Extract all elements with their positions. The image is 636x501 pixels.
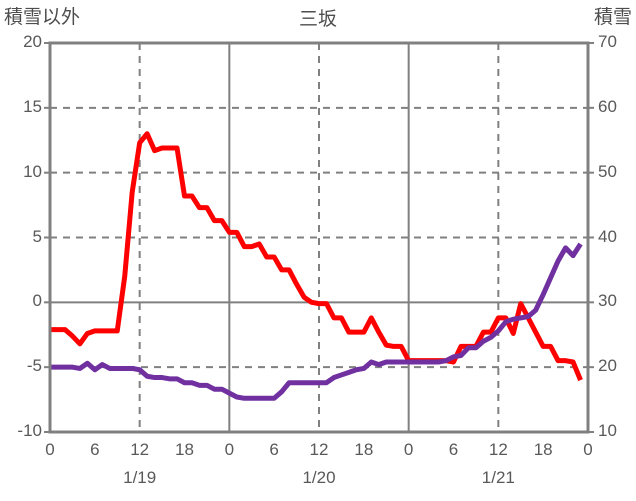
x-axis-tick: 18 [533, 440, 553, 459]
y-axis-left-tick: 15 [23, 96, 42, 116]
chart-title: 三坂 [298, 9, 337, 30]
x-axis-day-label: 1/19 [123, 468, 157, 487]
axis-frame [44, 41, 594, 434]
x-axis-tick: 12 [130, 440, 150, 459]
x-axis-tick: 0 [583, 440, 593, 459]
y-axis-left-tick: 5 [32, 226, 42, 246]
x-axis-tick: 18 [354, 440, 374, 459]
y-axis-right-tick: 40 [598, 226, 617, 246]
y-axis-right-tick: 30 [598, 291, 617, 311]
x-axis-tick: 12 [309, 440, 329, 459]
x-axis-day-label: 1/20 [302, 468, 336, 487]
x-axis-tick: 6 [269, 440, 279, 459]
x-axis-tick: 0 [45, 440, 55, 459]
gridlines [50, 43, 588, 432]
x-axis-tick: 0 [224, 440, 235, 459]
right-axis-title: 積雪 [593, 7, 632, 28]
x-axis-tick: 6 [90, 440, 100, 459]
y-axis-right-tick: 60 [598, 96, 617, 116]
series-lines [50, 131, 583, 401]
x-axis-day-label: 1/21 [481, 468, 515, 487]
x-axis-tick: 12 [488, 440, 508, 459]
y-axis-right-tick: 20 [598, 356, 617, 376]
y-axis-right-tick: 70 [598, 32, 617, 51]
y-axis-right-tick: 10 [598, 421, 617, 440]
x-axis-tick: 0 [403, 440, 414, 459]
y-axis-left-tick: -5 [26, 356, 42, 376]
y-axis-right-tick: 50 [598, 161, 617, 181]
y-axis-left-tick: 10 [23, 161, 42, 181]
x-axis-tick: 18 [175, 440, 194, 459]
y-axis-left-tick: -10 [17, 421, 42, 440]
x-axis-tick: 6 [448, 440, 459, 459]
y-axis-left-tick: 20 [23, 32, 42, 51]
left-axis-title: 積雪以外 [4, 7, 81, 28]
y-axis-left-tick: 0 [32, 291, 42, 311]
